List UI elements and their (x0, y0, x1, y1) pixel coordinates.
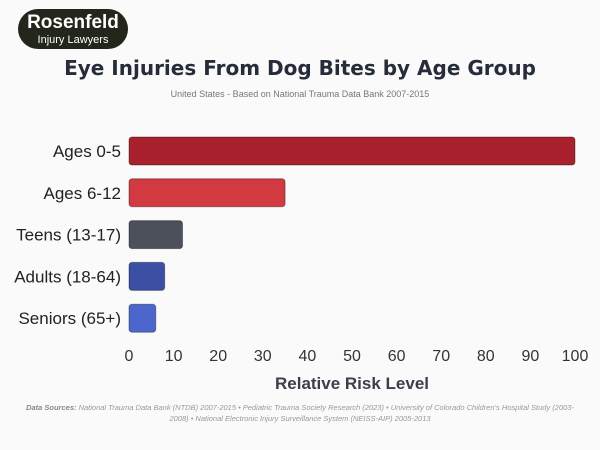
category-label-0: Ages 0-5 (53, 142, 121, 161)
tick-label-0: 0 (125, 348, 134, 365)
category-label-4: Seniors (65+) (18, 309, 121, 328)
tick-label-70: 70 (432, 348, 450, 365)
tick-label-20: 20 (209, 348, 227, 365)
category-label-3: Adults (18-64) (14, 267, 121, 286)
chart-subtitle: United States - Based on National Trauma… (170, 89, 430, 99)
tick-label-30: 30 (254, 348, 272, 365)
bar-4 (128, 303, 157, 333)
logo-line2: Injury Lawyers (37, 34, 109, 46)
tick-label-10: 10 (165, 348, 183, 365)
data-sources: Data Sources: National Trauma Data Bank … (20, 402, 580, 424)
logo-line1: Rosenfeld (27, 12, 119, 33)
bar-0 (128, 136, 576, 166)
tick-label-90: 90 (522, 348, 540, 365)
bar-3 (128, 261, 166, 291)
tick-label-80: 80 (477, 348, 495, 365)
tick-label-50: 50 (343, 348, 361, 365)
category-label-1: Ages 6-12 (44, 184, 122, 203)
tick-label-40: 40 (299, 348, 317, 365)
bar-2 (128, 220, 184, 250)
tick-label-100: 100 (562, 348, 589, 365)
category-label-2: Teens (13-17) (16, 226, 121, 245)
sources-label: Data Sources: (26, 403, 77, 412)
bar-1 (128, 178, 286, 208)
logo: Rosenfeld Injury Lawyers (18, 9, 128, 49)
chart-title: Eye Injuries From Dog Bites by Age Group (64, 56, 536, 80)
tick-label-60: 60 (388, 348, 406, 365)
sources-text: National Trauma Data Bank (NTDB) 2007-20… (78, 403, 574, 423)
x-axis-title: Relative Risk Level (275, 374, 429, 393)
